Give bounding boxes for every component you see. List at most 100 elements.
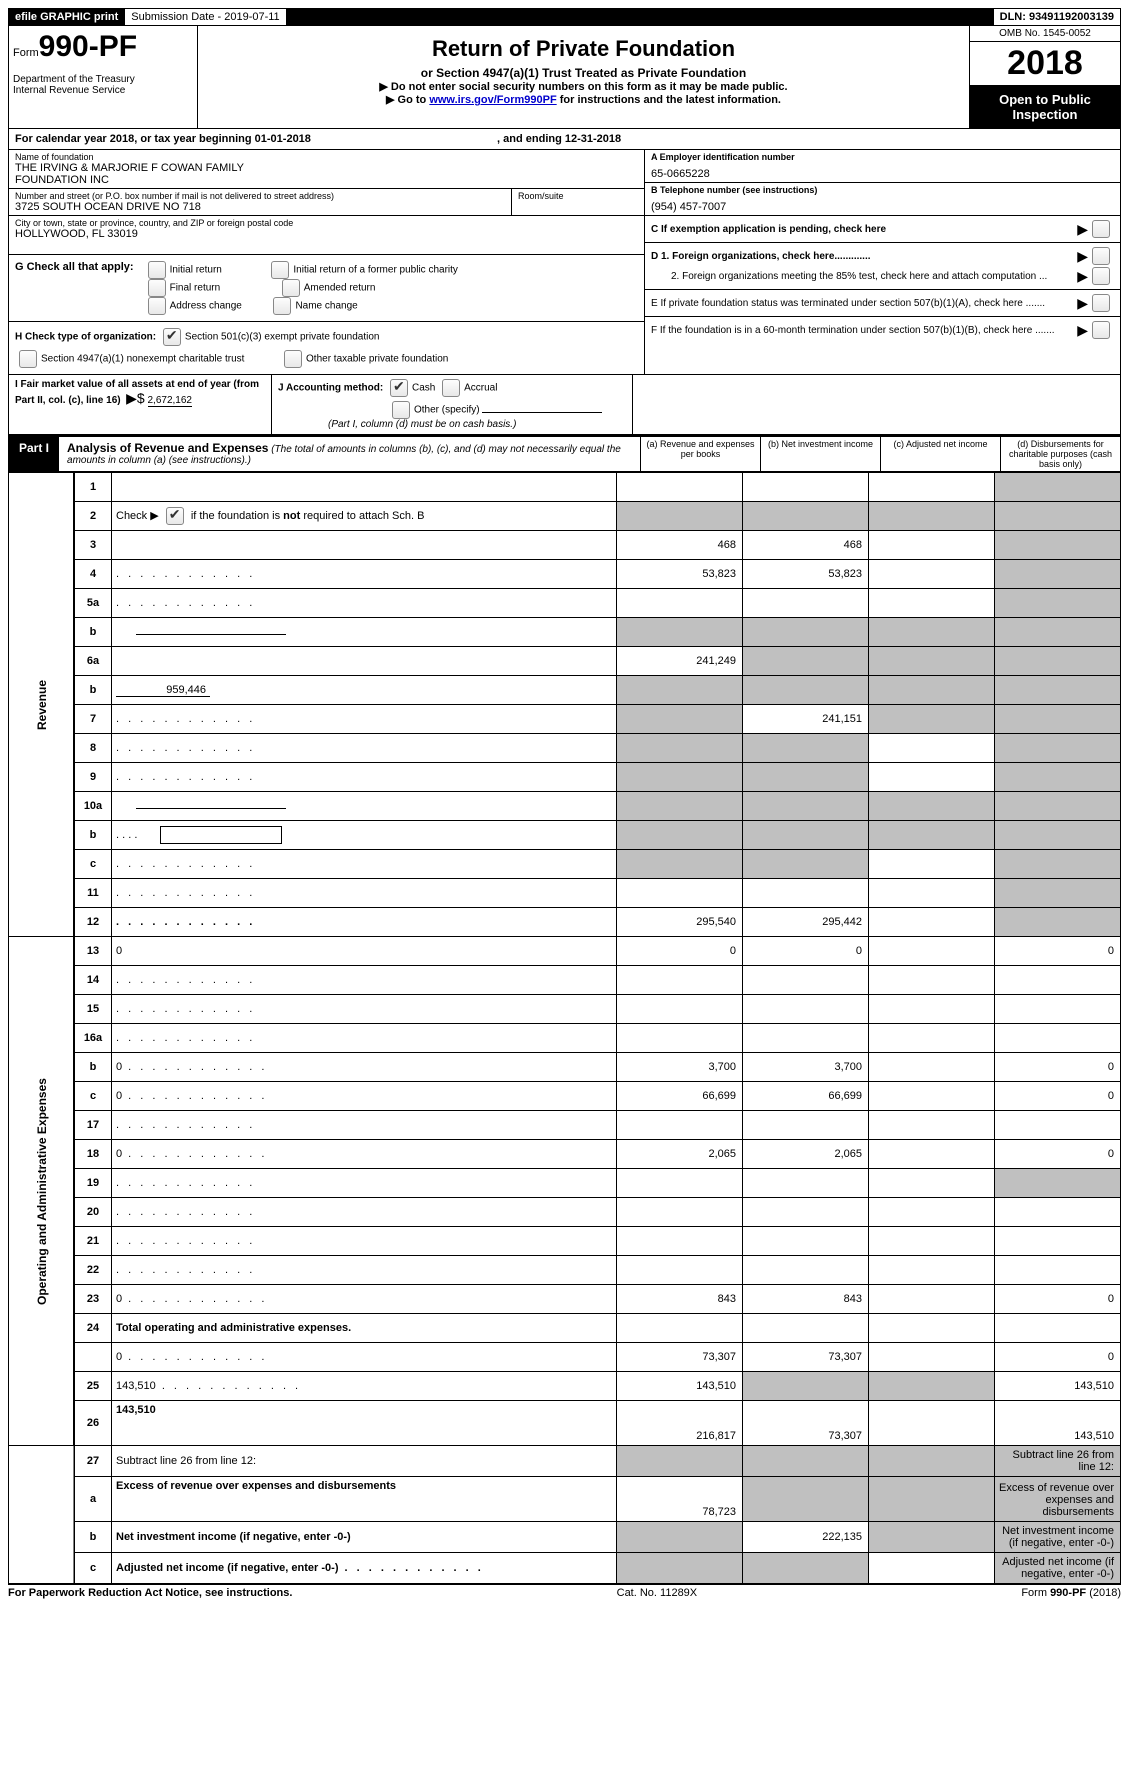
irs-link[interactable]: www.irs.gov/Form990PF: [429, 94, 556, 106]
j-note: (Part I, column (d) must be on cash basi…: [328, 419, 626, 430]
cell-a: [617, 473, 743, 502]
cell-b: [743, 1477, 869, 1522]
table-row: cAdjusted net income (if negative, enter…: [9, 1553, 1121, 1584]
chk-initial-former[interactable]: [271, 261, 289, 279]
chk-4947[interactable]: [19, 350, 37, 368]
row-desc: [112, 705, 617, 734]
g-opt2: Initial return of a former public charit…: [293, 265, 458, 276]
footer-mid: Cat. No. 11289X: [617, 1587, 698, 1599]
chk-name-change[interactable]: [273, 297, 291, 315]
row-desc: Subtract line 26 from line 12:: [112, 1446, 617, 1477]
cell-b: 295,442: [743, 908, 869, 937]
cell-d: [995, 502, 1121, 531]
table-row: 6a 241,249: [9, 647, 1121, 676]
row-desc: [112, 879, 617, 908]
cell-b: 241,151: [743, 705, 869, 734]
cell-d: [995, 560, 1121, 589]
row-desc: [112, 647, 617, 676]
chk-accrual[interactable]: [442, 379, 460, 397]
chk-final-return[interactable]: [148, 279, 166, 297]
cell-a: [617, 705, 743, 734]
row-desc: 0: [112, 1140, 617, 1169]
cell-c: [869, 1053, 995, 1082]
cell-a: 241,249: [617, 647, 743, 676]
cell-d: Excess of revenue over expenses and disb…: [995, 1477, 1121, 1522]
chk-501c3[interactable]: [163, 328, 181, 346]
chk-amended[interactable]: [282, 279, 300, 297]
chk-foreign-org[interactable]: [1092, 247, 1110, 265]
table-row: bNet investment income (if negative, ent…: [9, 1522, 1121, 1553]
row-number: 21: [74, 1227, 112, 1256]
table-row: 15: [9, 995, 1121, 1024]
e-label: E If private foundation status was termi…: [651, 298, 1077, 309]
chk-address-change[interactable]: [148, 297, 166, 315]
cell-a: 66,699: [617, 1082, 743, 1111]
table-row: b 959,446: [9, 676, 1121, 705]
arrow-icon: ▶: [1077, 295, 1088, 312]
row-number: c: [74, 1553, 112, 1584]
cell-a: [617, 1522, 743, 1553]
cell-a: [617, 792, 743, 821]
row-desc: 0: [112, 937, 617, 966]
table-row: 5a: [9, 589, 1121, 618]
row-number: 9: [74, 763, 112, 792]
table-row: 7241,151: [9, 705, 1121, 734]
cell-d: 0: [995, 1082, 1121, 1111]
cell-b: [743, 647, 869, 676]
row-desc: Total operating and administrative expen…: [112, 1314, 617, 1343]
chk-other-taxable[interactable]: [284, 350, 302, 368]
cell-c: [869, 879, 995, 908]
cell-c: [869, 995, 995, 1024]
cell-a: 0: [617, 937, 743, 966]
d2-label: 2. Foreign organizations meeting the 85%…: [651, 271, 1077, 282]
row-number: 5a: [74, 589, 112, 618]
table-row: 14: [9, 966, 1121, 995]
row-number: 22: [74, 1256, 112, 1285]
cell-a: [617, 850, 743, 879]
table-row: b . . . .: [9, 821, 1121, 850]
cell-d: [995, 589, 1121, 618]
chk-sch-b[interactable]: [166, 507, 184, 525]
cell-a: [617, 966, 743, 995]
row-desc: 143,510: [112, 1401, 617, 1446]
dept-treasury: Department of the Treasury: [13, 74, 193, 85]
row-desc: 959,446: [112, 676, 617, 705]
cell-a: [617, 1256, 743, 1285]
cell-c: [869, 1169, 995, 1198]
chk-other-method[interactable]: [392, 401, 410, 419]
form-number: 990-PF: [39, 30, 137, 63]
cell-c: [869, 1477, 995, 1522]
chk-exemption-pending[interactable]: [1092, 220, 1110, 238]
page-footer: For Paperwork Reduction Act Notice, see …: [8, 1584, 1121, 1599]
chk-foreign-85[interactable]: [1092, 267, 1110, 285]
chk-terminated[interactable]: [1092, 294, 1110, 312]
chk-60month[interactable]: [1092, 321, 1110, 339]
cell-d: [995, 908, 1121, 937]
chk-initial-return[interactable]: [148, 261, 166, 279]
row-desc: Excess of revenue over expenses and disb…: [112, 1477, 617, 1522]
table-row: aExcess of revenue over expenses and dis…: [9, 1477, 1121, 1522]
cell-d: 143,510: [995, 1372, 1121, 1401]
omb-number: OMB No. 1545-0052: [970, 26, 1120, 42]
table-row: c066,69966,6990: [9, 1082, 1121, 1111]
cell-a: 843: [617, 1285, 743, 1314]
row-number: 6a: [74, 647, 112, 676]
cell-a: 295,540: [617, 908, 743, 937]
cell-b: [743, 502, 869, 531]
foundation-name-2: FOUNDATION INC: [15, 174, 638, 186]
table-row: 3468468: [9, 531, 1121, 560]
city-cell: City or town, state or province, country…: [9, 216, 644, 254]
row-desc: [112, 792, 617, 821]
cell-c: [869, 1401, 995, 1446]
table-row: Revenue1: [9, 473, 1121, 502]
addr-label: Number and street (or P.O. box number if…: [15, 191, 505, 201]
cell-d: [995, 1198, 1121, 1227]
row-number: 15: [74, 995, 112, 1024]
cell-b: [743, 821, 869, 850]
cell-d: [995, 1256, 1121, 1285]
row-number: 24: [74, 1314, 112, 1343]
side-blank: [9, 1446, 75, 1584]
row-desc: [112, 995, 617, 1024]
part1-table: Revenue12Check ▶ if the foundation is no…: [8, 472, 1121, 1584]
chk-cash[interactable]: [390, 379, 408, 397]
